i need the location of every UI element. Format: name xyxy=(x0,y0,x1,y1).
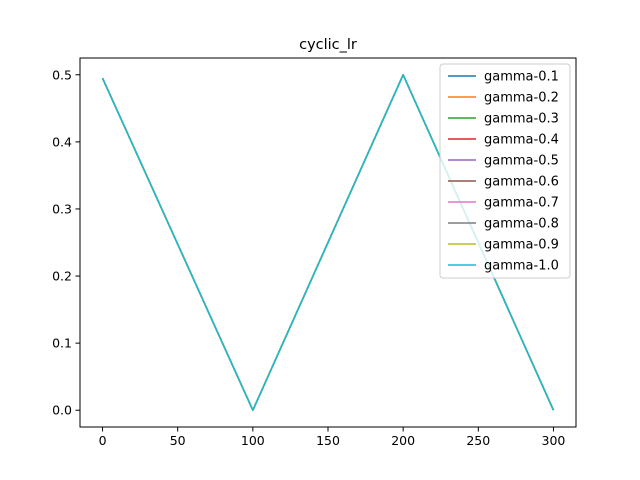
legend-label: gamma-0.4 xyxy=(484,133,559,148)
y-axis: 0.0 0.1 0.2 0.3 0.4 0.5 xyxy=(52,67,80,418)
y-tick-label: 0.3 xyxy=(52,201,72,216)
x-tick-label: 50 xyxy=(170,433,186,448)
legend-label: gamma-0.7 xyxy=(484,196,559,211)
y-tick-label: 0.1 xyxy=(52,336,72,351)
y-tick-label: 0.0 xyxy=(52,403,72,418)
x-tick-label: 200 xyxy=(391,433,415,448)
x-tick-label: 100 xyxy=(241,433,265,448)
legend-label: gamma-0.8 xyxy=(484,217,559,232)
legend-label: gamma-0.3 xyxy=(484,112,559,127)
x-tick-label: 150 xyxy=(316,433,340,448)
x-tick-label: 300 xyxy=(542,433,566,448)
x-tick-label: 250 xyxy=(466,433,490,448)
legend-label: gamma-0.9 xyxy=(484,238,559,253)
y-tick-label: 0.2 xyxy=(52,269,72,284)
legend-label: gamma-1.0 xyxy=(484,259,559,274)
x-tick-label: 0 xyxy=(99,433,107,448)
chart-title: cyclic_lr xyxy=(299,37,357,53)
legend: gamma-0.1 gamma-0.2 gamma-0.3 gamma-0.4 gamm… xyxy=(439,63,571,279)
y-tick-label: 0.5 xyxy=(52,67,72,82)
y-tick-label: 0.4 xyxy=(52,134,72,149)
legend-label: gamma-0.2 xyxy=(484,91,559,106)
legend-label: gamma-0.1 xyxy=(484,70,559,85)
x-axis: 0 50 100 150 200 250 300 xyxy=(99,427,566,448)
legend-label: gamma-0.6 xyxy=(484,175,559,190)
legend-label: gamma-0.5 xyxy=(484,154,559,169)
